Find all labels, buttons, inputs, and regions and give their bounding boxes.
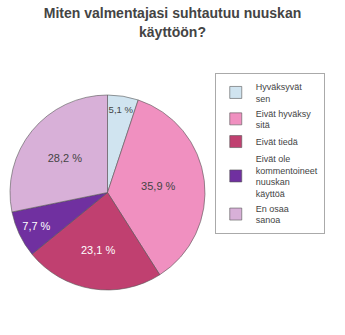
svg-text:28,2 %: 28,2 %	[48, 152, 82, 164]
svg-text:7,7 %: 7,7 %	[22, 220, 50, 232]
svg-text:Eivät hyväksysitä: Eivät hyväksysitä	[256, 109, 312, 131]
svg-text:Eivät olekommentoineetnuuskank: Eivät olekommentoineetnuuskankäyttöä	[256, 154, 318, 199]
svg-text:Hyväksyvätsen: Hyväksyvätsen	[256, 82, 303, 104]
svg-text:35,9 %: 35,9 %	[141, 180, 175, 192]
svg-text:En osaasanoa: En osaasanoa	[256, 204, 289, 226]
svg-text:Eivät tiedä: Eivät tiedä	[256, 137, 298, 147]
svg-text:Miten valmentajasi suhtautuu n: Miten valmentajasi suhtautuu nuuskankäyt…	[44, 5, 302, 39]
svg-text:5,1 %: 5,1 %	[109, 104, 134, 115]
svg-text:23,1 %: 23,1 %	[81, 244, 115, 256]
